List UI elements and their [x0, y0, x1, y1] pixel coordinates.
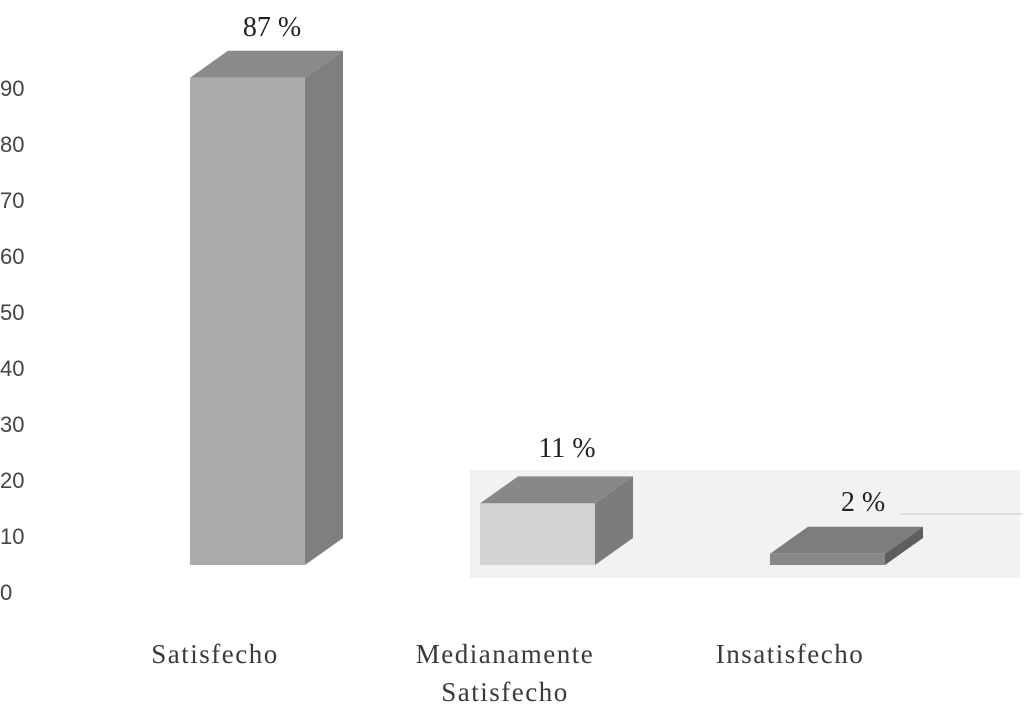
- data-labels: 87 % 11 % 2 %: [243, 12, 885, 518]
- data-label: 2 %: [841, 487, 885, 518]
- x-tick-label: Satisfecho: [441, 677, 568, 707]
- bars: [190, 50, 923, 566]
- bar-side: [305, 50, 343, 566]
- bar-front: [770, 553, 885, 565]
- bar: [190, 50, 343, 566]
- y-tick-label: 50: [0, 300, 24, 325]
- y-axis: 0 10 20 30 40 50 60 70 80 90: [0, 76, 24, 605]
- y-tick-label: 90: [0, 76, 24, 101]
- bar: [770, 526, 923, 565]
- bar-side: [595, 476, 633, 565]
- bar-side: [885, 526, 923, 565]
- y-tick-label: 70: [0, 188, 24, 213]
- data-label: 87 %: [243, 12, 301, 43]
- y-tick-label: 60: [0, 244, 24, 269]
- bar-front: [190, 77, 305, 566]
- x-tick-label: Satisfecho: [151, 639, 278, 669]
- data-label: 11 %: [538, 433, 595, 464]
- y-tick-label: 30: [0, 412, 24, 437]
- bar-top: [770, 526, 923, 554]
- bar-front: [480, 503, 595, 565]
- y-tick-label: 20: [0, 468, 24, 493]
- y-tick-label: 40: [0, 356, 24, 381]
- x-tick-label: Insatisfecho: [716, 639, 864, 669]
- y-tick-label: 80: [0, 132, 24, 157]
- y-tick-label: 0: [0, 580, 12, 605]
- x-tick-label: Medianamente: [416, 639, 594, 669]
- bar-top: [480, 476, 633, 504]
- y-tick-label: 10: [0, 524, 24, 549]
- x-axis: Satisfecho Medianamente Satisfecho Insatisf…: [151, 639, 864, 707]
- bar-top: [190, 50, 343, 78]
- bar: [480, 476, 633, 565]
